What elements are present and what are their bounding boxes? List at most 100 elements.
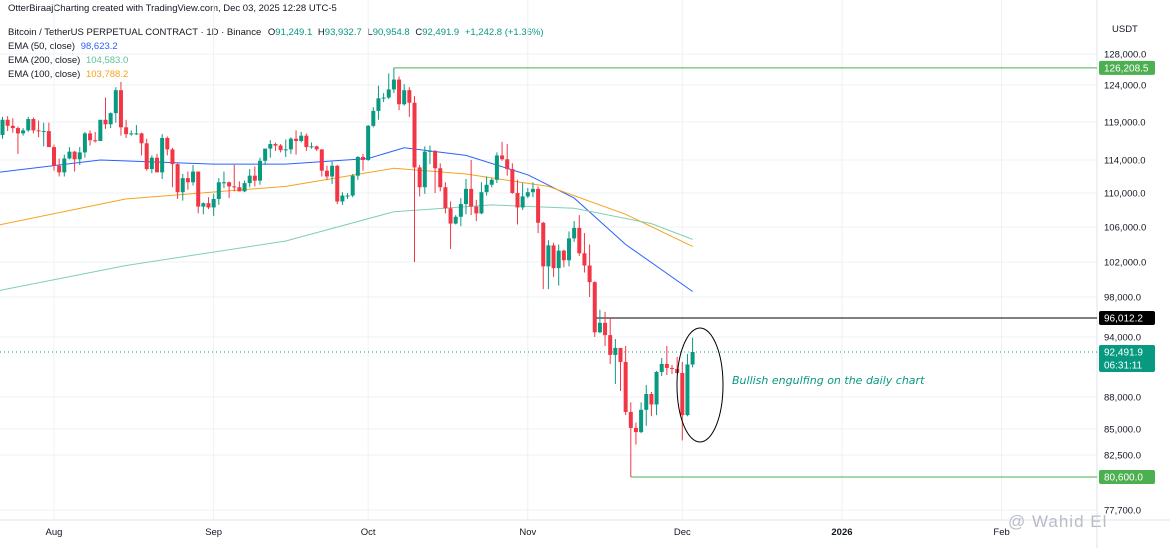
candle-body xyxy=(530,188,535,193)
candle-body xyxy=(180,178,185,193)
ema50-value: 98,623.2 xyxy=(80,41,118,52)
candle-body xyxy=(505,159,510,170)
candle-body xyxy=(134,133,139,135)
ema200-legend[interactable]: EMA (200, close) 104,583.0 xyxy=(8,55,128,66)
candle-body xyxy=(546,245,551,267)
ema100-value: 103,788.2 xyxy=(85,69,129,80)
candle-body xyxy=(484,184,489,193)
candle-body xyxy=(407,90,412,103)
price-tick-label: 124,000.0 xyxy=(1104,81,1146,92)
candlesticks xyxy=(0,67,695,477)
candle-body xyxy=(433,150,438,169)
candle-body xyxy=(458,204,463,217)
change-value: +1,242.8 (+1.36%) xyxy=(464,27,544,38)
candle-body xyxy=(561,250,566,261)
time-tick-label: Feb xyxy=(993,527,1009,538)
ema200-label: EMA (200, close) xyxy=(8,55,81,66)
high-label: H xyxy=(317,27,325,38)
price-tags: 126,208.5 96,012.2 80,600.0 92,491.9 06:31:1… xyxy=(1099,60,1155,484)
candle-body xyxy=(227,182,232,187)
candle-body xyxy=(644,393,649,410)
candle-body xyxy=(345,195,350,197)
candle-body xyxy=(149,157,154,170)
symbol-title: Bitcoin / TetherUS PERPETUAL CONTRACT · … xyxy=(8,27,262,38)
candle-body xyxy=(324,170,329,177)
price-tick-label: 94,000.0 xyxy=(1104,333,1141,344)
candle-body xyxy=(633,427,638,433)
candle-body xyxy=(623,361,628,412)
ema-line xyxy=(0,147,693,292)
ema50-label: EMA (50, close) xyxy=(8,41,76,52)
ema50-legend[interactable]: EMA (50, close) 98,623.2 xyxy=(8,41,118,52)
candle-body xyxy=(443,187,448,209)
close-value: 92,491.9 xyxy=(422,27,460,38)
candle-body xyxy=(551,245,556,269)
candle-body xyxy=(175,164,180,193)
countdown-label: 06:31:11 xyxy=(1104,361,1143,372)
candle-body xyxy=(371,110,376,126)
candle-body xyxy=(278,145,283,151)
candle-body xyxy=(659,363,664,372)
watermark-text: @ Wahid El xyxy=(1008,512,1108,531)
candle-body xyxy=(685,364,690,416)
candle-body xyxy=(391,79,396,90)
candle-body xyxy=(263,148,268,161)
candle-body xyxy=(319,149,324,171)
price-tick-label: 119,000.0 xyxy=(1104,118,1146,129)
ema200-value: 104,583.0 xyxy=(85,55,129,66)
price-tick-label: 102,000.0 xyxy=(1104,258,1146,269)
candle-body xyxy=(340,195,345,202)
price-tick-label: 128,000.0 xyxy=(1104,50,1146,61)
candle-body xyxy=(139,133,144,144)
ema100-legend[interactable]: EMA (100, close) 103,788.2 xyxy=(8,69,128,80)
candle-body xyxy=(515,193,520,208)
candle-body xyxy=(587,265,592,283)
price-axis: 128,000.0 124,000.0 119,000.0 114,000.0 110,… xyxy=(1104,50,1146,517)
candle-body xyxy=(26,119,31,131)
currency-label[interactable]: USDT xyxy=(1112,24,1138,35)
candle-body xyxy=(690,352,695,365)
engulfing-ellipse xyxy=(676,327,724,443)
candle-body xyxy=(639,409,644,433)
time-tick-label: Sep xyxy=(205,527,222,538)
candle-body xyxy=(206,203,211,208)
candle-body xyxy=(402,90,407,105)
candle-body xyxy=(170,149,175,165)
candle-body xyxy=(654,371,659,405)
candle-body xyxy=(422,151,427,188)
candle-body xyxy=(299,135,304,141)
candle-body xyxy=(567,238,571,261)
candle-body xyxy=(577,227,582,254)
candle-body xyxy=(376,98,381,111)
time-tick-label: Nov xyxy=(519,527,536,538)
price-tick-label: 106,000.0 xyxy=(1104,223,1146,234)
candle-body xyxy=(88,133,93,141)
candle-body xyxy=(113,90,118,114)
candle-body xyxy=(304,135,309,148)
candle-body xyxy=(232,186,237,188)
candle-body xyxy=(330,165,335,177)
candle-body xyxy=(62,158,67,173)
ema-line xyxy=(0,204,693,291)
symbol-line: Bitcoin / TetherUS PERPETUAL CONTRACT · … xyxy=(8,27,544,38)
ema-line xyxy=(0,167,693,247)
candle-body xyxy=(582,253,587,266)
open-label: O xyxy=(267,27,276,38)
candle-body xyxy=(675,368,680,373)
high-value: 93,932.7 xyxy=(324,27,362,38)
price-tick-label: 98,000.0 xyxy=(1104,293,1141,304)
candle-body xyxy=(237,187,242,192)
time-tick-label: Oct xyxy=(361,527,376,538)
candle-body xyxy=(438,168,443,188)
candle-body xyxy=(469,188,474,207)
price-tag-label: 80,600.0 xyxy=(1104,473,1143,484)
candle-body xyxy=(118,90,123,128)
horizontal-levels xyxy=(0,67,1097,478)
candle-body xyxy=(160,137,165,173)
price-tick-label: 110,000.0 xyxy=(1104,189,1146,200)
price-tick-label: 77,700.0 xyxy=(1104,506,1141,517)
ema-lines xyxy=(0,147,693,292)
candle-body xyxy=(129,133,134,135)
